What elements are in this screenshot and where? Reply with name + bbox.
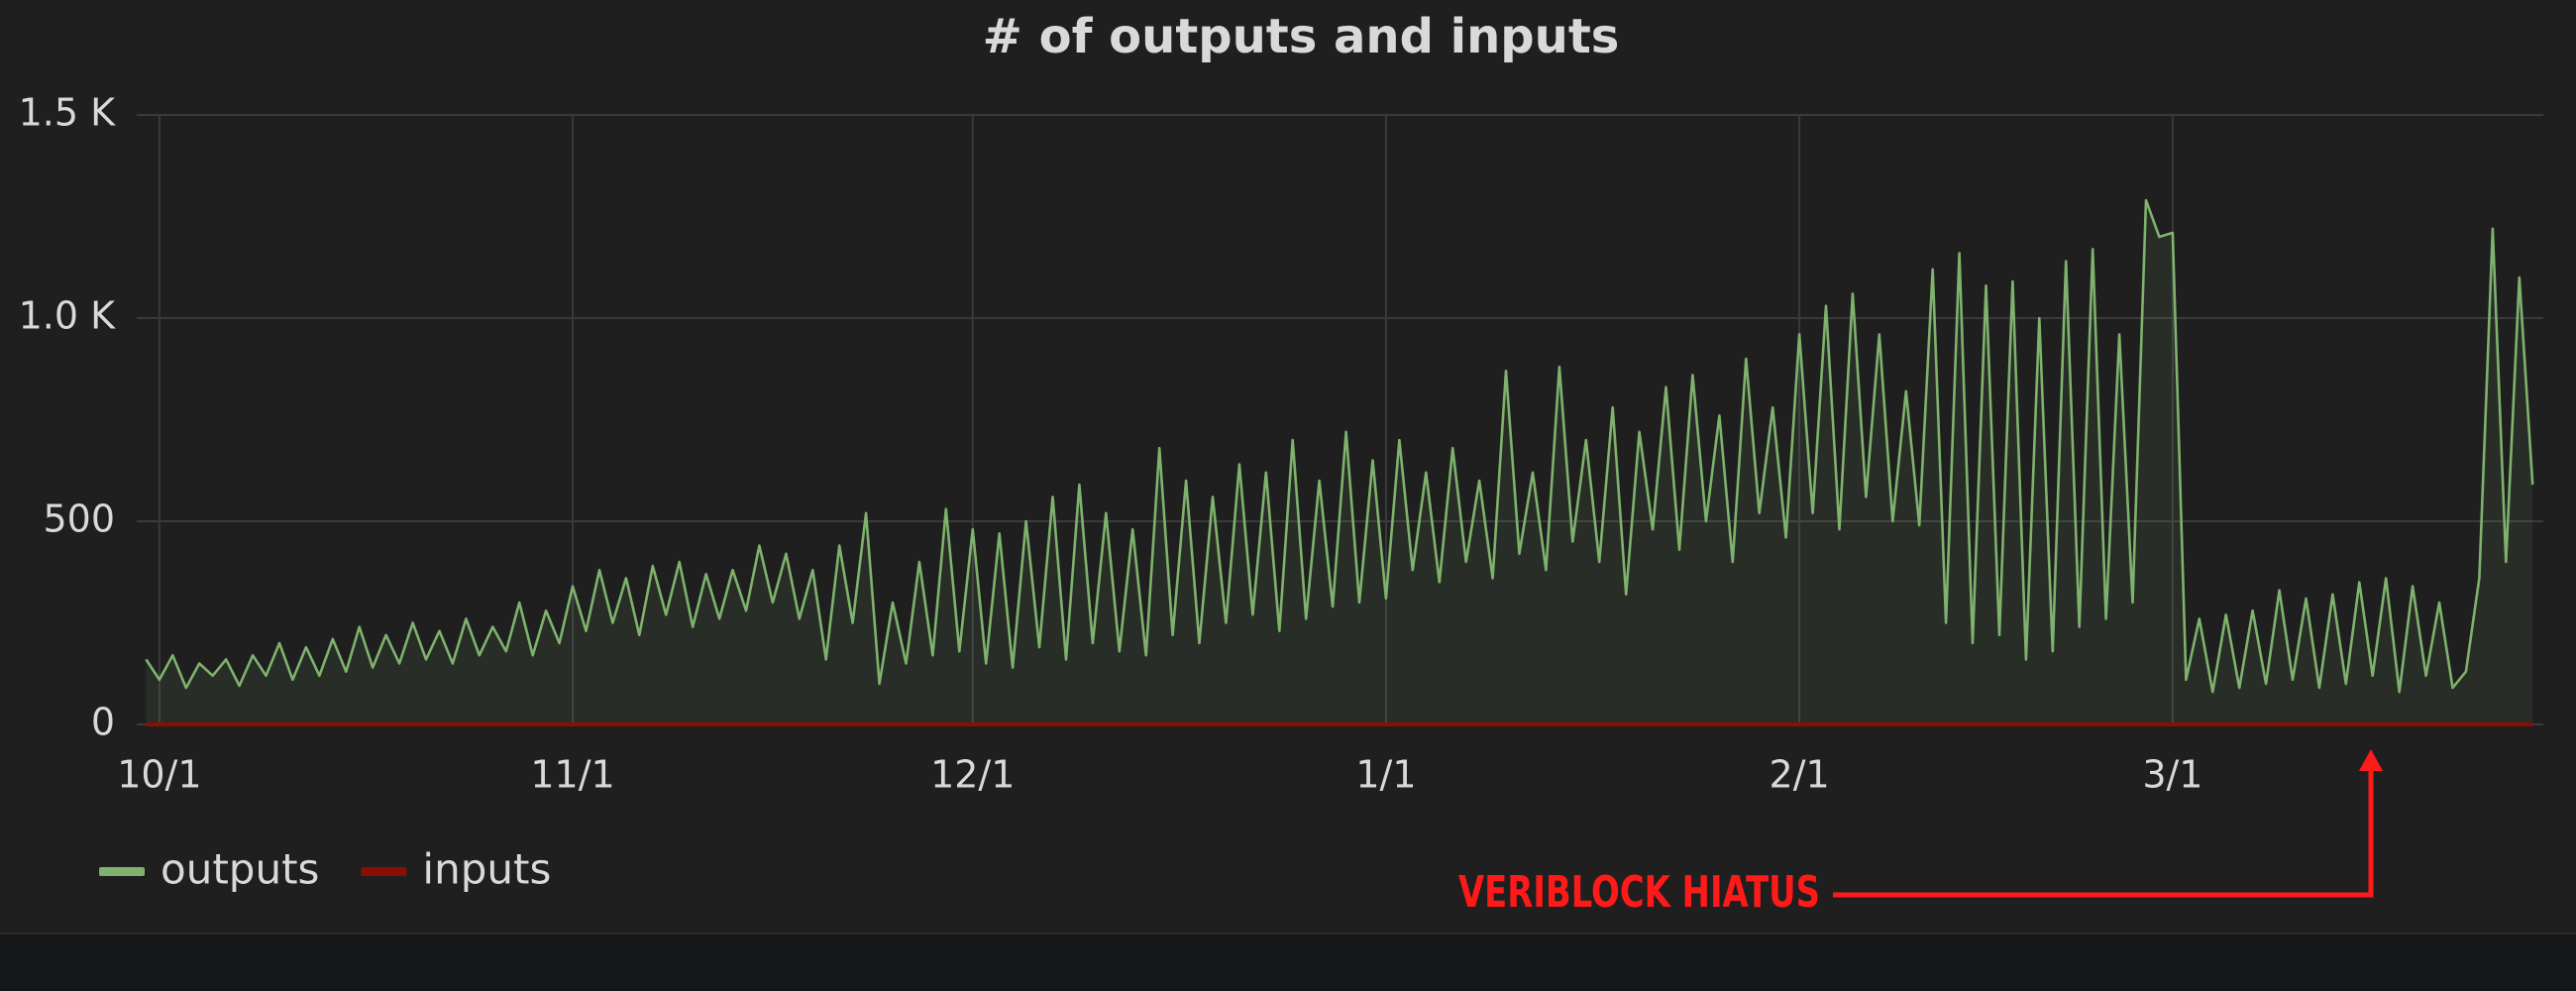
x-tick-label: 10/1 — [117, 753, 201, 797]
y-tick-label: 1.5 K — [19, 91, 117, 135]
y-tick-label: 0 — [91, 701, 115, 744]
panel-background — [0, 0, 2576, 934]
legend-label: inputs — [422, 845, 551, 894]
series-line — [145, 198, 2534, 694]
annotation-arrowhead — [2359, 749, 2383, 771]
x-tick-label: 12/1 — [930, 753, 1015, 797]
x-tick-label: 3/1 — [2142, 753, 2202, 797]
y-tick-label: 1.0 K — [19, 294, 117, 338]
area-fill — [146, 200, 2533, 725]
plot-area — [145, 198, 2534, 726]
y-tick-label: 500 — [43, 497, 115, 541]
legend: outputs inputs — [99, 845, 551, 894]
legend-label: outputs — [161, 845, 319, 894]
footer-strip — [0, 934, 2576, 991]
annotation-arrow — [1833, 761, 2374, 898]
x-tick-label: 11/1 — [530, 753, 614, 797]
legend-swatch — [361, 867, 407, 876]
chart-title: # of outputs and inputs — [983, 9, 1620, 64]
x-tick-label: 2/1 — [1770, 753, 1830, 797]
legend-swatch — [99, 867, 145, 876]
x-tick-label: 1/1 — [1355, 753, 1416, 797]
annotation: VERIBLOCK HIATUS — [1458, 867, 1820, 918]
